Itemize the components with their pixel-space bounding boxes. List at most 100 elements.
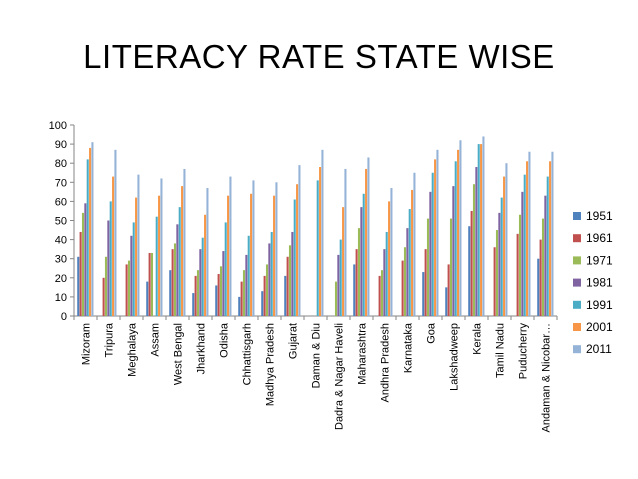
bar [503,176,506,316]
bar [261,291,264,316]
bar [158,195,161,316]
bar [390,188,393,316]
legend-label: 1991 [586,298,613,312]
legend-label: 1951 [586,209,613,223]
bar [447,264,450,316]
legend-label: 2001 [586,320,613,334]
bar [493,247,496,316]
bar [250,193,253,316]
bar [137,174,140,316]
bar [457,149,460,316]
bar [112,176,115,316]
category-label: Tamil Nadu [495,323,507,378]
bar [526,161,529,316]
legend-label: 1981 [586,276,613,290]
category-label: Assam [150,323,162,357]
category-label: Puducherry [518,323,530,380]
bar [288,245,292,316]
chart-title: LITERACY RATE STATE WISE [83,38,555,75]
y-tick-label: 10 [55,292,67,304]
bar [401,260,404,316]
bar [125,264,128,316]
y-tick-label: 90 [55,139,67,151]
bar [353,264,356,316]
bar [240,281,243,316]
bar [516,233,519,316]
bar [339,239,342,316]
bar [176,224,179,316]
bar [181,186,184,316]
category-label: Chhattisgarh [242,323,254,385]
bar [114,149,117,316]
bar [222,251,225,316]
bar [383,249,386,316]
bar [411,189,414,316]
bar [227,195,230,316]
category-label: Gujarat [288,323,300,359]
bar [298,165,301,316]
bar [422,272,425,316]
bar [155,216,158,316]
category-label: Maharashtra [357,322,369,385]
bar [344,168,347,316]
bar [385,231,388,316]
bar [275,182,278,316]
bar [449,218,453,316]
bar [132,222,135,316]
legend-swatch [573,323,581,331]
bar [194,275,197,316]
bar [146,281,149,316]
bar [551,151,554,316]
bar [408,209,411,316]
bar [505,163,508,316]
y-tick-label: 100 [49,120,67,132]
bar [546,176,549,316]
bar [247,235,250,316]
bar [206,188,209,316]
bar [316,180,319,316]
bar [549,161,552,316]
bar [482,136,485,316]
bar [102,277,105,316]
bar [429,191,432,316]
bar [413,172,416,316]
bar [367,157,370,316]
category-label: Mizoram [81,323,93,365]
bar [539,239,542,316]
bar [434,159,437,316]
bar [89,147,92,316]
bar [204,214,207,316]
category-label: Karnataka [403,322,415,373]
category-label: West Bengal [173,323,185,385]
bar [378,275,381,316]
bar [319,167,322,316]
bar [480,144,483,316]
bar [229,176,232,316]
bar [284,275,287,316]
bar [104,256,108,316]
legend-swatch [573,212,581,220]
bar [224,222,227,316]
bar [286,256,289,316]
bar [270,231,273,316]
bar [403,247,407,316]
bar [406,228,409,316]
bar [150,252,154,316]
y-tick-label: 40 [55,235,67,247]
bar [500,197,503,316]
category-label: Lakshadweep [449,323,461,391]
bar [296,184,299,316]
bar [477,144,480,316]
bar [544,195,547,316]
category-label: Meghalaya [127,322,139,377]
bar [201,237,204,316]
legend-swatch [573,256,581,265]
bar [265,264,269,316]
bar [459,140,462,316]
bar [388,201,391,316]
bar [537,258,540,316]
bar [173,243,177,316]
bar [468,226,471,316]
